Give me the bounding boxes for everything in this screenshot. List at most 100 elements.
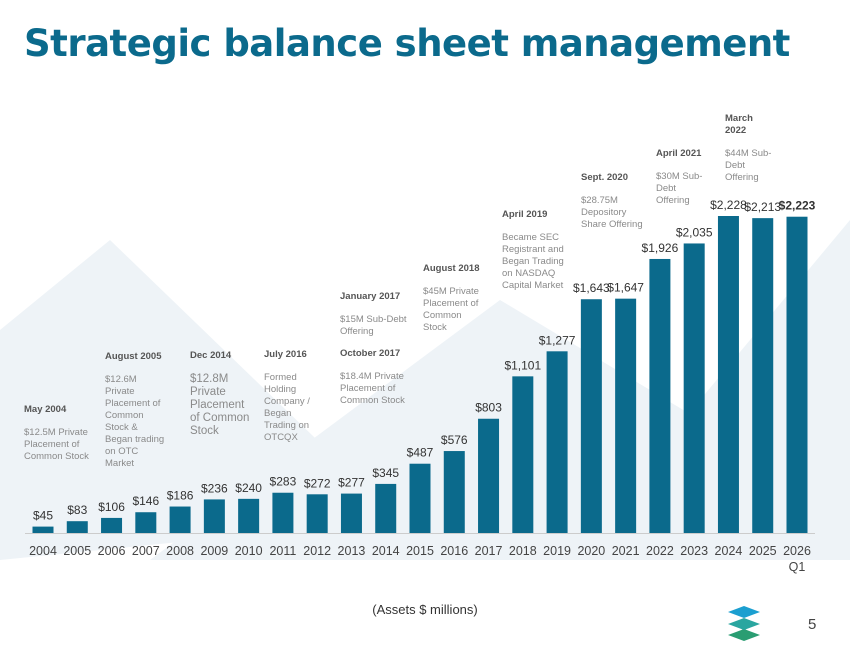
annotation-date: April 2019	[502, 209, 548, 220]
annotation-text: $12.8M Private Placement of Common Stock	[190, 373, 250, 437]
annotation: August 2005 $12.6M Private Placement of C…	[105, 351, 167, 470]
annotation-text: $12.5M Private Placement of Common Stock	[24, 427, 89, 462]
data-label: $272	[304, 476, 331, 490]
data-label: $1,101	[504, 358, 541, 372]
bar	[512, 376, 534, 533]
bar	[238, 498, 260, 533]
x-tick-label: Q1	[789, 560, 806, 574]
annotation-text: $15M Sub-Debt Offering	[340, 314, 407, 337]
bar	[375, 483, 397, 533]
x-tick-label: 2007	[132, 544, 160, 558]
data-label: $283	[270, 475, 297, 489]
annotation: July 2016 Formed Holding Company / Began …	[264, 349, 320, 444]
bar	[272, 492, 294, 533]
data-label: $106	[98, 500, 125, 514]
x-tick-label: 2012	[303, 544, 331, 558]
x-tick-label: 2010	[235, 544, 263, 558]
annotation-date: March 2022	[725, 113, 753, 136]
annotation: Sept. 2020 $28.75M Depository Share Offer…	[581, 172, 647, 231]
bar	[752, 218, 774, 533]
x-tick-label: 2023	[680, 544, 708, 558]
annotation-date: Sept. 2020	[581, 172, 628, 183]
annotation-date: May 2004	[24, 404, 67, 415]
bar	[580, 299, 602, 533]
company-logo	[728, 606, 760, 641]
x-tick-label: 2020	[577, 544, 605, 558]
page-title: Strategic balance sheet management	[24, 22, 790, 65]
bar	[135, 512, 157, 533]
bar	[340, 493, 362, 533]
x-tick-label: 2013	[338, 544, 366, 558]
annotation-text: $28.75M Depository Share Offering	[581, 195, 643, 230]
annotation-date: July 2016	[264, 349, 307, 360]
data-label: $2,213	[744, 200, 781, 214]
x-tick-label: 2006	[98, 544, 126, 558]
data-label: $1,647	[607, 281, 644, 295]
bar	[717, 216, 739, 533]
annotation-date: October 2017	[340, 348, 401, 359]
data-label: $240	[235, 481, 262, 495]
x-tick-label: 2014	[372, 544, 400, 558]
x-tick-label: 2005	[63, 544, 91, 558]
data-label: $2,035	[676, 225, 713, 239]
page-number: 5	[808, 616, 817, 633]
data-label: $277	[338, 476, 365, 490]
annotation-text: $45M Private Placement of Common Stock	[423, 286, 479, 333]
bar	[32, 526, 54, 533]
annotation-date: August 2005	[105, 351, 162, 362]
x-tick-label: 2017	[475, 544, 503, 558]
x-tick-label: 2011	[269, 544, 296, 558]
x-tick-label: 2016	[440, 544, 468, 558]
bar	[169, 506, 191, 533]
annotation-date: Dec 2014	[190, 350, 232, 361]
data-label: $146	[132, 494, 159, 508]
annotation-date: April 2021	[656, 148, 702, 159]
axis-label: (Assets $ millions)	[372, 602, 478, 617]
annotation: May 2004 $12.5M Private Placement of Comm…	[24, 404, 94, 463]
x-tick-label: 2022	[646, 544, 674, 558]
bar	[786, 216, 808, 533]
annotation: August 2018 $45M Private Placement of Com…	[423, 263, 485, 334]
annotation-text: $30M Sub-Debt Offering	[656, 171, 703, 206]
annotation-text: $18.4M Private Placement of Common Stock	[340, 371, 405, 406]
annotation-text: Became SEC Registrant and Began Trading …	[502, 232, 564, 291]
x-tick-label: 2004	[29, 544, 57, 558]
data-label: $1,277	[539, 333, 576, 347]
data-label: $1,643	[573, 281, 610, 295]
data-label: $2,223	[779, 199, 816, 213]
bar	[615, 298, 637, 533]
data-label: $83	[67, 503, 87, 517]
data-label: $803	[475, 401, 502, 415]
x-tick-label: 2008	[166, 544, 194, 558]
x-tick-label: 2009	[200, 544, 228, 558]
x-tick-label: 2015	[406, 544, 434, 558]
annotation-text: Formed Holding Company / Began Trading o…	[264, 372, 310, 443]
data-label: $1,926	[642, 241, 679, 255]
annotation-date: January 2017	[340, 291, 401, 302]
x-tick-label: 2019	[543, 544, 571, 558]
bar	[409, 463, 431, 533]
data-label: $236	[201, 481, 228, 495]
annotation-date: August 2018	[423, 263, 480, 274]
data-label: $487	[407, 446, 434, 460]
annotation: October 2017 $18.4M Private Placement of …	[340, 348, 415, 407]
annotation: Dec 2014 $12.8M Private Placement of Comm…	[190, 349, 250, 438]
bar	[683, 243, 705, 533]
bar	[478, 418, 500, 533]
data-label: $576	[441, 433, 468, 447]
data-label: $45	[33, 509, 53, 523]
bar	[306, 494, 328, 533]
x-tick-label: 2018	[509, 544, 537, 558]
bar	[443, 451, 465, 533]
annotation-text: $12.6M Private Placement of Common Stock…	[105, 374, 165, 469]
bar	[66, 521, 88, 533]
x-tick-label: 2021	[612, 544, 640, 558]
x-tick-label: 2026	[783, 544, 811, 558]
data-label: $186	[167, 489, 194, 503]
x-tick-label: 2024	[715, 544, 743, 558]
bar	[649, 258, 671, 533]
bar	[203, 499, 225, 533]
annotation: April 2019 Became SEC Registrant and Bega…	[502, 209, 570, 292]
annotation: March 2022 $44M Sub-Debt Offering	[725, 113, 775, 184]
annotation: January 2017 $15M Sub-Debt Offering	[340, 291, 415, 338]
